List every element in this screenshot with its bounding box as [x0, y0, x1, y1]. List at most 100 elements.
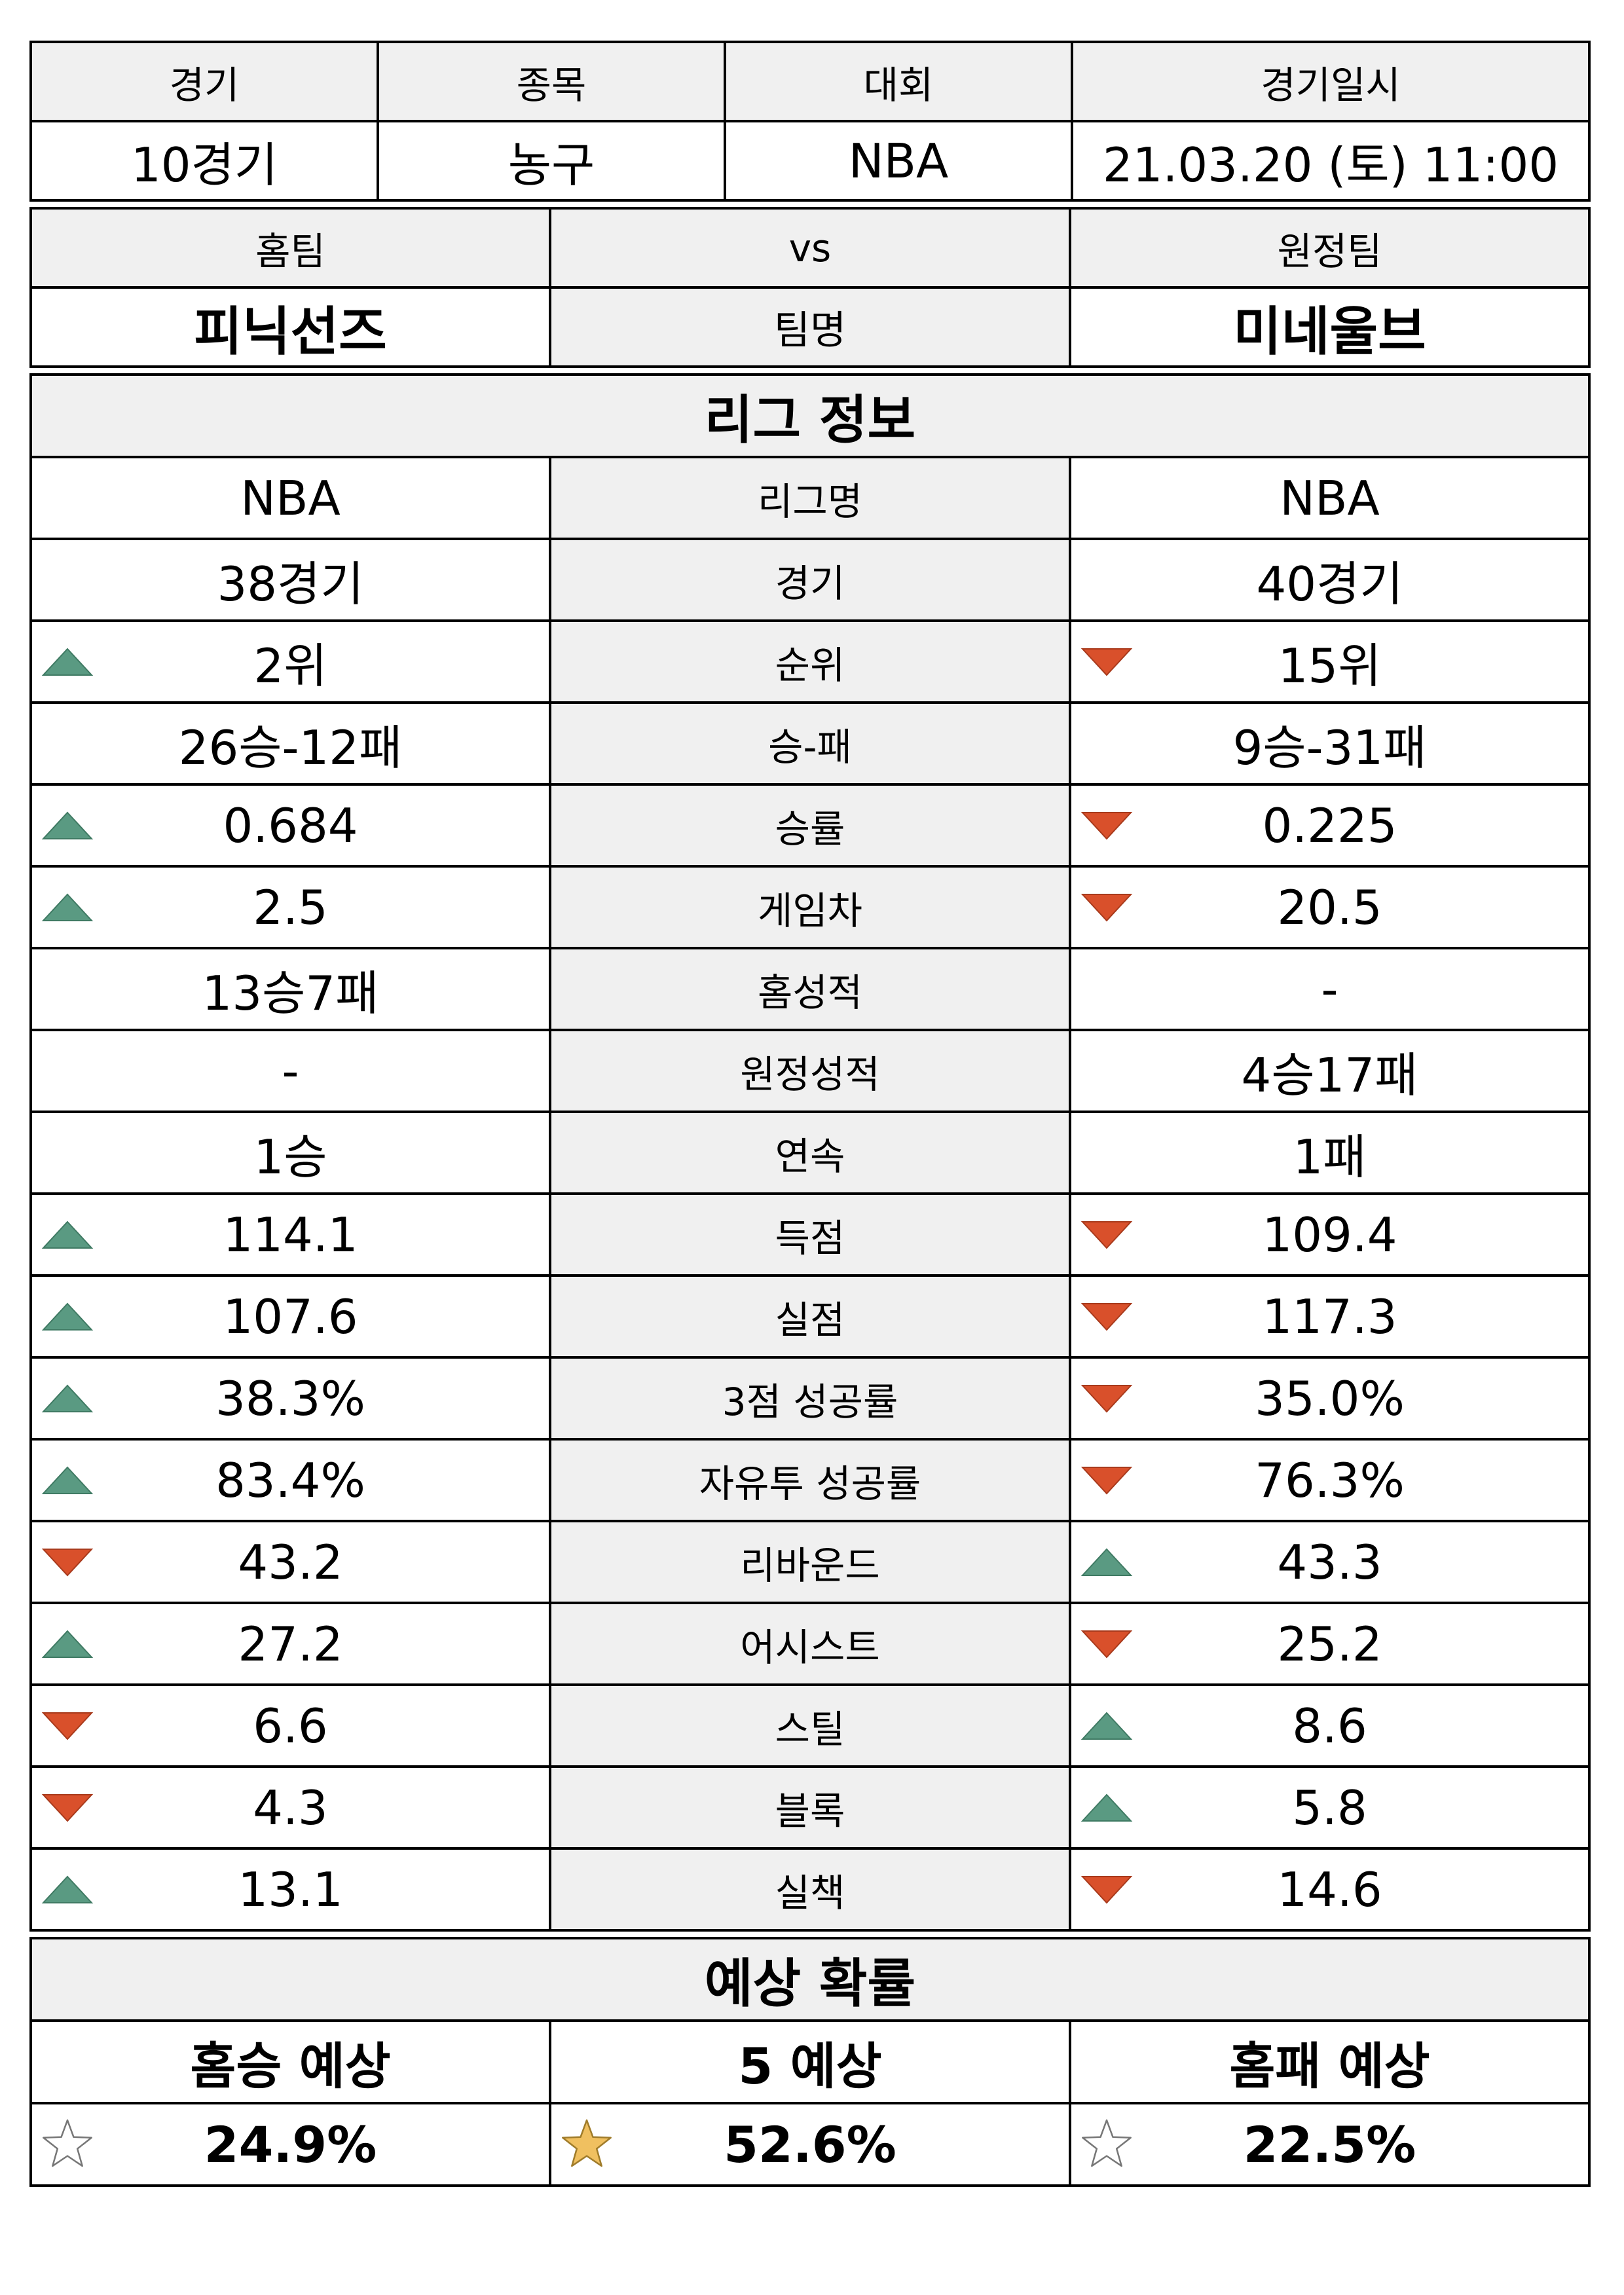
- home-stat-cell: 2.5: [29, 865, 551, 949]
- stat-label: 득점: [549, 1192, 1071, 1277]
- match-info-value-row: 10경기 농구 NBA 21.03.20 (토) 11:00: [29, 120, 1591, 202]
- stat-label: 순위: [549, 619, 1071, 704]
- away-stat-cell: NBA: [1068, 456, 1591, 540]
- away-stat-cell: 5.8: [1068, 1765, 1591, 1850]
- home-stat-value: 13.1: [238, 1862, 343, 1917]
- star-filled-icon: [562, 2119, 612, 2167]
- home-win-label: 홈승 예상: [29, 2019, 551, 2104]
- away-stat-value: 15위: [1278, 638, 1382, 693]
- home-loss-probability: 22.5%: [1068, 2102, 1591, 2187]
- home-stat-value: 0.684: [223, 798, 358, 853]
- home-stat-value: 2.5: [253, 879, 328, 935]
- home-stat-value: 2위: [253, 638, 327, 693]
- away-stat-value: 9승-31패: [1232, 720, 1427, 775]
- triangle-down-icon: [1080, 1384, 1133, 1412]
- match-analysis-sheet: 경기 종목 대회 경기일시 10경기 농구 NBA 21.03.20 (토) 1…: [29, 41, 1591, 2187]
- away-stat-value: 20.5: [1277, 879, 1382, 935]
- triangle-up-icon: [41, 1630, 94, 1658]
- home-stat-value: NBA: [240, 470, 341, 526]
- stat-row: 38경기 경기 40경기: [29, 538, 1591, 622]
- away-stat-cell: 43.3: [1068, 1520, 1591, 1604]
- away-stat-cell: 117.3: [1068, 1274, 1591, 1359]
- away-team-name: 미네울브: [1069, 286, 1591, 368]
- home-stat-value: 4.3: [253, 1780, 328, 1835]
- handicap-probability-value: 52.6%: [724, 2115, 896, 2174]
- stat-label: 홈성적: [549, 947, 1071, 1031]
- match-info-table: 경기 종목 대회 경기일시 10경기 농구 NBA 21.03.20 (토) 1…: [29, 41, 1591, 202]
- prediction-title-row: 예상 확률: [29, 1937, 1591, 2022]
- stat-label: 승-패: [549, 701, 1071, 786]
- away-stat-value: 76.3%: [1255, 1452, 1405, 1508]
- stat-row: 43.2 리바운드 43.3: [29, 1520, 1591, 1604]
- home-stat-cell: 0.684: [29, 783, 551, 868]
- home-stat-value: 83.4%: [215, 1452, 365, 1508]
- stat-label: 실책: [549, 1847, 1071, 1932]
- triangle-up-icon: [41, 811, 94, 839]
- triangle-down-icon: [1080, 893, 1133, 921]
- triangle-down-icon: [41, 1793, 94, 1822]
- prediction-label-row: 홈승 예상 5 예상 홈패 예상: [29, 2019, 1591, 2104]
- triangle-up-icon: [41, 648, 94, 676]
- match-value: 10경기: [29, 120, 379, 202]
- away-stat-cell: 76.3%: [1068, 1438, 1591, 1522]
- datetime-value: 21.03.20 (토) 11:00: [1071, 120, 1591, 202]
- triangle-up-icon: [41, 1221, 94, 1249]
- away-stat-cell: 0.225: [1068, 783, 1591, 868]
- competition-value: NBA: [724, 120, 1073, 202]
- triangle-down-icon: [1080, 1875, 1133, 1903]
- stat-label: 리그명: [549, 456, 1071, 540]
- teams-header-row: 홈팀 vs 원정팀: [29, 207, 1591, 289]
- home-stat-value: -: [282, 1043, 299, 1099]
- home-win-probability-value: 24.9%: [204, 2115, 377, 2174]
- home-stat-cell: 38.3%: [29, 1356, 551, 1441]
- away-stat-value: 109.4: [1262, 1207, 1397, 1262]
- triangle-down-icon: [1080, 811, 1133, 839]
- stat-row: 83.4% 자유투 성공률 76.3%: [29, 1438, 1591, 1522]
- stat-label: 3점 성공률: [549, 1356, 1071, 1441]
- away-stat-value: -: [1321, 961, 1338, 1017]
- prediction-title: 예상 확률: [29, 1937, 1591, 2022]
- away-stat-value: 14.6: [1277, 1862, 1382, 1917]
- away-stat-value: 4승17패: [1241, 1048, 1418, 1103]
- home-stat-cell: 13.1: [29, 1847, 551, 1932]
- stat-row: 26승-12패 승-패 9승-31패: [29, 701, 1591, 786]
- stat-row: 114.1 득점 109.4: [29, 1192, 1591, 1277]
- away-stat-cell: 109.4: [1068, 1192, 1591, 1277]
- home-stat-cell: 38경기: [29, 538, 551, 622]
- home-team-label: 홈팀: [29, 207, 551, 289]
- match-label: 경기: [29, 41, 379, 122]
- league-info-table: 리그 정보 NBA 리그명 NBA 38경기 경기 40경기 2위 순위 15위 26승-12패 승…: [29, 373, 1591, 1932]
- stat-label: 실점: [549, 1274, 1071, 1359]
- home-stat-value: 43.2: [238, 1534, 343, 1590]
- triangle-down-icon: [41, 1548, 94, 1576]
- stat-row: - 원정성적 4승17패: [29, 1029, 1591, 1113]
- stat-row: 13승7패 홈성적 -: [29, 947, 1591, 1031]
- stat-label: 원정성적: [549, 1029, 1071, 1113]
- home-win-probability: 24.9%: [29, 2102, 551, 2187]
- triangle-up-icon: [41, 1466, 94, 1494]
- triangle-down-icon: [1080, 1630, 1133, 1658]
- away-stat-value: NBA: [1280, 470, 1380, 526]
- team-name-label: 팀명: [549, 286, 1071, 368]
- triangle-down-icon: [41, 1712, 94, 1740]
- home-stat-cell: 1승: [29, 1111, 551, 1195]
- stat-row: NBA 리그명 NBA: [29, 456, 1591, 540]
- away-stat-cell: 25.2: [1068, 1602, 1591, 1686]
- competition-label: 대회: [724, 41, 1073, 122]
- teams-table: 홈팀 vs 원정팀 피닉선즈 팀명 미네울브: [29, 207, 1591, 368]
- home-stat-value: 13승7패: [202, 966, 379, 1021]
- away-stat-value: 40경기: [1256, 557, 1403, 612]
- triangle-up-icon: [41, 1384, 94, 1412]
- away-stat-value: 25.2: [1277, 1616, 1382, 1672]
- triangle-up-icon: [41, 893, 94, 921]
- triangle-up-icon: [1080, 1712, 1133, 1740]
- triangle-down-icon: [1080, 1466, 1133, 1494]
- stat-row: 6.6 스틸 8.6: [29, 1683, 1591, 1768]
- away-stat-value: 1패: [1293, 1129, 1367, 1184]
- away-stat-value: 0.225: [1262, 798, 1397, 853]
- stat-label: 어시스트: [549, 1602, 1071, 1686]
- home-team-name: 피닉선즈: [29, 286, 551, 368]
- stat-row: 0.684 승률 0.225: [29, 783, 1591, 868]
- home-stat-cell: 4.3: [29, 1765, 551, 1850]
- home-stat-cell: 6.6: [29, 1683, 551, 1768]
